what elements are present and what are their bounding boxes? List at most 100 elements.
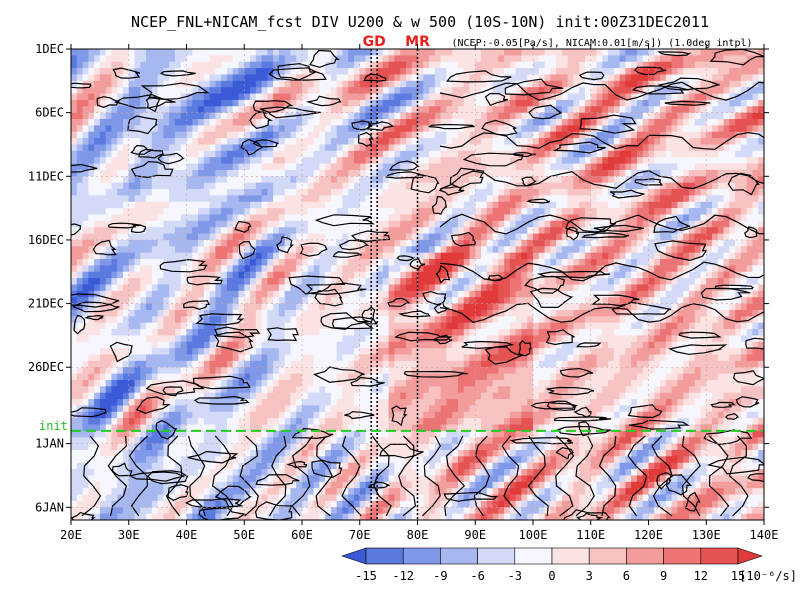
field-cell: [636, 125, 644, 133]
field-cell: [400, 169, 407, 177]
field-cell: [665, 93, 673, 101]
field-cell: [353, 182, 361, 190]
field-cell: [255, 195, 262, 203]
field-cell: [429, 246, 436, 254]
field-cell: [273, 157, 280, 164]
field-cell: [255, 55, 262, 63]
field-cell: [180, 284, 187, 292]
field-cell: [654, 74, 661, 82]
field-cell: [99, 208, 107, 215]
field-cell: [273, 290, 280, 298]
field-cell: [99, 252, 107, 260]
field-cell: [238, 201, 245, 209]
field-cell: [302, 265, 309, 273]
field-cell: [434, 214, 442, 222]
field-cell: [706, 233, 713, 241]
field-cell: [631, 227, 638, 234]
field-cell: [590, 61, 597, 69]
field-cell: [457, 138, 465, 145]
field-cell: [665, 74, 673, 82]
field-cell: [573, 169, 580, 177]
field-cell: [533, 303, 540, 311]
field-cell: [273, 271, 280, 279]
field-cell: [509, 278, 517, 285]
field-cell: [94, 284, 101, 292]
field-cell: [244, 233, 251, 241]
field-cell: [290, 55, 297, 63]
field-cell: [192, 87, 199, 94]
field-cell: [186, 189, 193, 196]
field-cell: [631, 68, 638, 75]
field-cell: [625, 303, 632, 311]
field-cell: [146, 55, 153, 63]
field-cell: [486, 297, 493, 304]
field-cell: [192, 131, 199, 139]
field-cell: [319, 138, 326, 145]
field-cell: [348, 61, 355, 69]
field-cell: [348, 201, 355, 209]
field-cell: [527, 182, 534, 190]
field-cell: [365, 259, 372, 266]
field-cell: [642, 125, 649, 133]
field-cell: [157, 138, 164, 145]
field-cell: [226, 309, 234, 317]
field-cell: [735, 144, 742, 152]
field-cell: [440, 49, 447, 56]
field-cell: [348, 278, 355, 285]
field-cell: [192, 208, 199, 215]
field-cell: [417, 80, 424, 88]
field-cell: [88, 125, 95, 133]
field-cell: [538, 99, 545, 107]
field-cell: [307, 278, 314, 285]
field-cell: [625, 157, 632, 164]
field-cell: [475, 55, 482, 63]
field-cell: [654, 290, 661, 298]
field-cell: [273, 227, 280, 234]
field-cell: [567, 61, 574, 69]
field-cell: [353, 99, 361, 107]
field-cell: [504, 68, 511, 75]
field-cell: [746, 227, 753, 234]
field-cell: [452, 150, 459, 158]
field-cell: [371, 55, 378, 63]
field-cell: [319, 271, 326, 279]
field-cell: [688, 55, 696, 63]
field-cell: [359, 220, 366, 228]
field-cell: [336, 195, 343, 203]
field-cell: [619, 150, 626, 158]
field-cell: [463, 106, 470, 114]
field-cell: [636, 150, 644, 158]
field-cell: [261, 233, 268, 241]
field-cell: [671, 195, 678, 203]
field-cell: [215, 278, 222, 285]
field-cell: [740, 99, 748, 107]
field-cell: [475, 112, 482, 120]
field-cell: [723, 239, 730, 247]
field-cell: [255, 99, 262, 107]
field-cell: [88, 169, 95, 177]
field-cell: [573, 201, 580, 209]
field-cell: [642, 61, 649, 69]
field-cell: [677, 220, 684, 228]
field-cell: [88, 297, 95, 304]
field-cell: [550, 233, 557, 241]
field-cell: [377, 74, 384, 82]
field-cell: [151, 303, 159, 311]
field-cell: [388, 157, 395, 164]
field-cell: [671, 208, 678, 215]
field-cell: [625, 208, 632, 215]
field-cell: [290, 284, 297, 292]
field-cell: [561, 265, 569, 273]
field-cell: [671, 246, 678, 254]
field-cell: [238, 131, 245, 139]
field-cell: [694, 157, 701, 164]
field-cell: [746, 119, 753, 126]
field-cell: [244, 112, 251, 120]
field-cell: [735, 61, 742, 69]
field-cell: [255, 182, 262, 190]
field-cell: [700, 93, 707, 101]
field-cell: [82, 163, 89, 171]
field-cell: [411, 214, 418, 222]
field-cell: [452, 227, 459, 234]
field-cell: [584, 265, 592, 273]
